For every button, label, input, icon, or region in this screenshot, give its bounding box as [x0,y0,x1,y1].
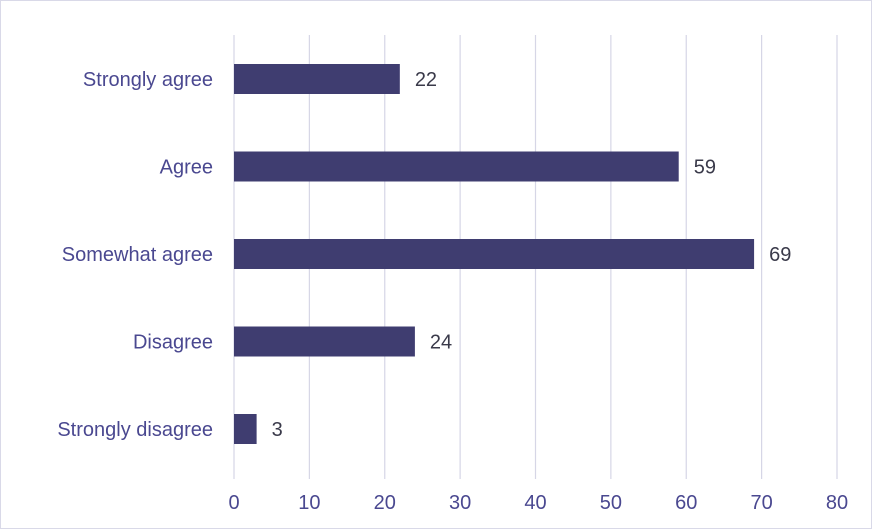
value-label: 24 [430,332,452,354]
bars [234,64,755,444]
category-label: Somewhat agree [62,244,213,266]
value-label: 59 [694,157,716,179]
x-tick-label: 50 [600,492,622,514]
x-tick-label: 60 [675,492,697,514]
x-tick-label: 80 [826,492,848,514]
value-label: 22 [415,69,437,91]
x-tick-label: 10 [298,492,320,514]
x-tick-label: 20 [374,492,396,514]
x-tick-label: 70 [751,492,773,514]
category-label: Agree [160,157,213,179]
bar-strongly-agree [234,64,400,94]
category-label: Strongly agree [83,69,213,91]
x-tick-label: 40 [524,492,546,514]
bar-disagree [234,326,415,357]
bar-agree [234,151,679,182]
value-label: 69 [769,244,791,266]
x-tick-label: 0 [228,492,239,514]
labels: 0 10 20 30 40 50 60 70 80 Strongly agree 22 Agree 59… [57,69,848,514]
value-label: 3 [272,419,283,441]
x-tick-label: 30 [449,492,471,514]
category-label: Strongly disagree [57,419,213,441]
bar-somewhat-agree [234,239,755,269]
category-label: Disagree [133,332,213,354]
bar-strongly-disagree [234,414,257,444]
